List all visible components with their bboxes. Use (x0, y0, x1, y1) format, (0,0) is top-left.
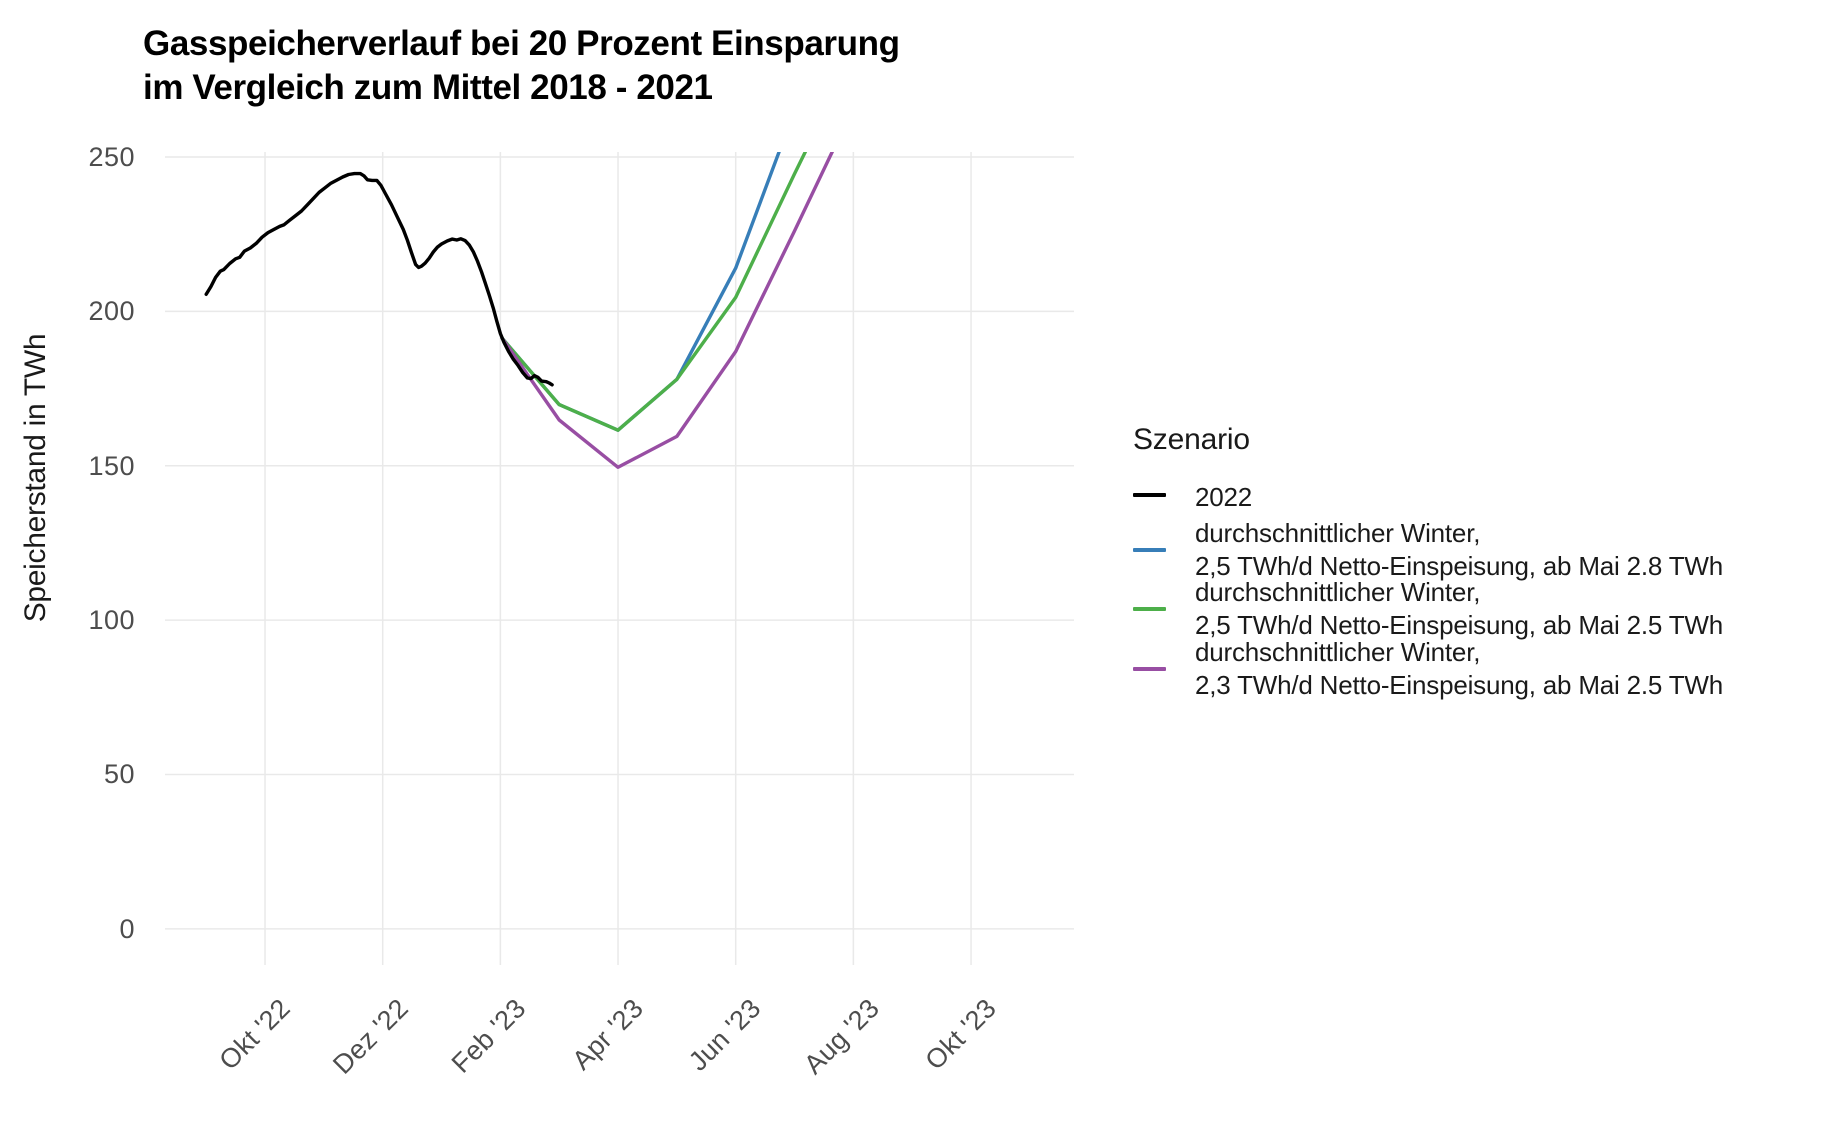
legend-label: durchschnittlicher Winter, 2,5 TWh/d Nett… (1195, 517, 1723, 583)
x-tick-label: Dez '22 (327, 993, 414, 1080)
y-tick-label-50: 50 (103, 759, 135, 790)
legend-label: durchschnittlicher Winter, 2,5 TWh/d Nett… (1195, 576, 1723, 642)
x-tick-label: Jun '23 (683, 993, 767, 1077)
y-tick-label-0: 0 (119, 913, 135, 944)
legend-item-avg-winter-2point5-ab-mai-2point8: durchschnittlicher Winter, 2,5 TWh/d Nett… (1133, 517, 1723, 583)
series-line-984ea3 (500, 152, 835, 469)
legend-item-2022: 2022 (1133, 481, 1252, 512)
x-tick-label: Okt '23 (919, 993, 1003, 1076)
legend-label-line: 2,3 TWh/d Netto-Einspeisung, ab Mai 2.5 … (1195, 670, 1724, 700)
plot-area (165, 152, 1074, 965)
y-tick-label-100: 100 (88, 605, 135, 636)
legend-key-line (1133, 493, 1166, 497)
legend-key-line (1133, 667, 1166, 671)
x-tick-label: Feb '23 (445, 993, 532, 1079)
y-tick-label-200: 200 (88, 296, 135, 327)
legend-label: 2022 (1195, 481, 1252, 514)
legend-item-avg-winter-2point3-ab-mai-2point5: durchschnittlicher Winter, 2,3 TWh/d Nett… (1133, 636, 1723, 702)
y-tick-label-250: 250 (88, 141, 135, 172)
x-tick-label: Apr '23 (566, 993, 650, 1076)
x-tick-label: Okt '22 (213, 993, 297, 1076)
legend-label-line: durchschnittlicher Winter, (1195, 518, 1481, 548)
legend-label-line: 2,5 TWh/d Netto-Einspeisung, ab Mai 2.5 … (1195, 610, 1724, 640)
legend-item-avg-winter-2point5-ab-mai-2point5: durchschnittlicher Winter, 2,5 TWh/d Nett… (1133, 576, 1723, 642)
legend-title: Szenario (1133, 423, 1250, 456)
series-line-2022 (204, 171, 554, 387)
chart-title: Gasspeicherverlauf bei 20 Prozent Einspa… (143, 22, 900, 110)
legend-label-line: durchschnittlicher Winter, (1195, 637, 1481, 667)
chart-title-line1: Gasspeicherverlauf bei 20 Prozent Einspa… (143, 24, 900, 63)
legend-key-line (1133, 607, 1166, 611)
x-tick-label: Aug '23 (797, 993, 885, 1080)
legend-label-line: 2022 (1195, 482, 1253, 512)
series-line-4daf4a (500, 152, 808, 432)
legend-label-line: 2,5 TWh/d Netto-Einspeisung, ab Mai 2.8 … (1195, 551, 1724, 581)
legend-key-line (1133, 548, 1166, 552)
legend: Szenario 2022 durchschnittlicher Winter, 2… (1133, 423, 1723, 700)
legend-label-line: durchschnittlicher Winter, (1195, 577, 1481, 607)
y-tick-label-150: 150 (88, 450, 135, 481)
chart-title-line2: im Vergleich zum Mittel 2018 - 2021 (143, 68, 713, 107)
legend-label: durchschnittlicher Winter, 2,3 TWh/d Nett… (1195, 636, 1723, 702)
